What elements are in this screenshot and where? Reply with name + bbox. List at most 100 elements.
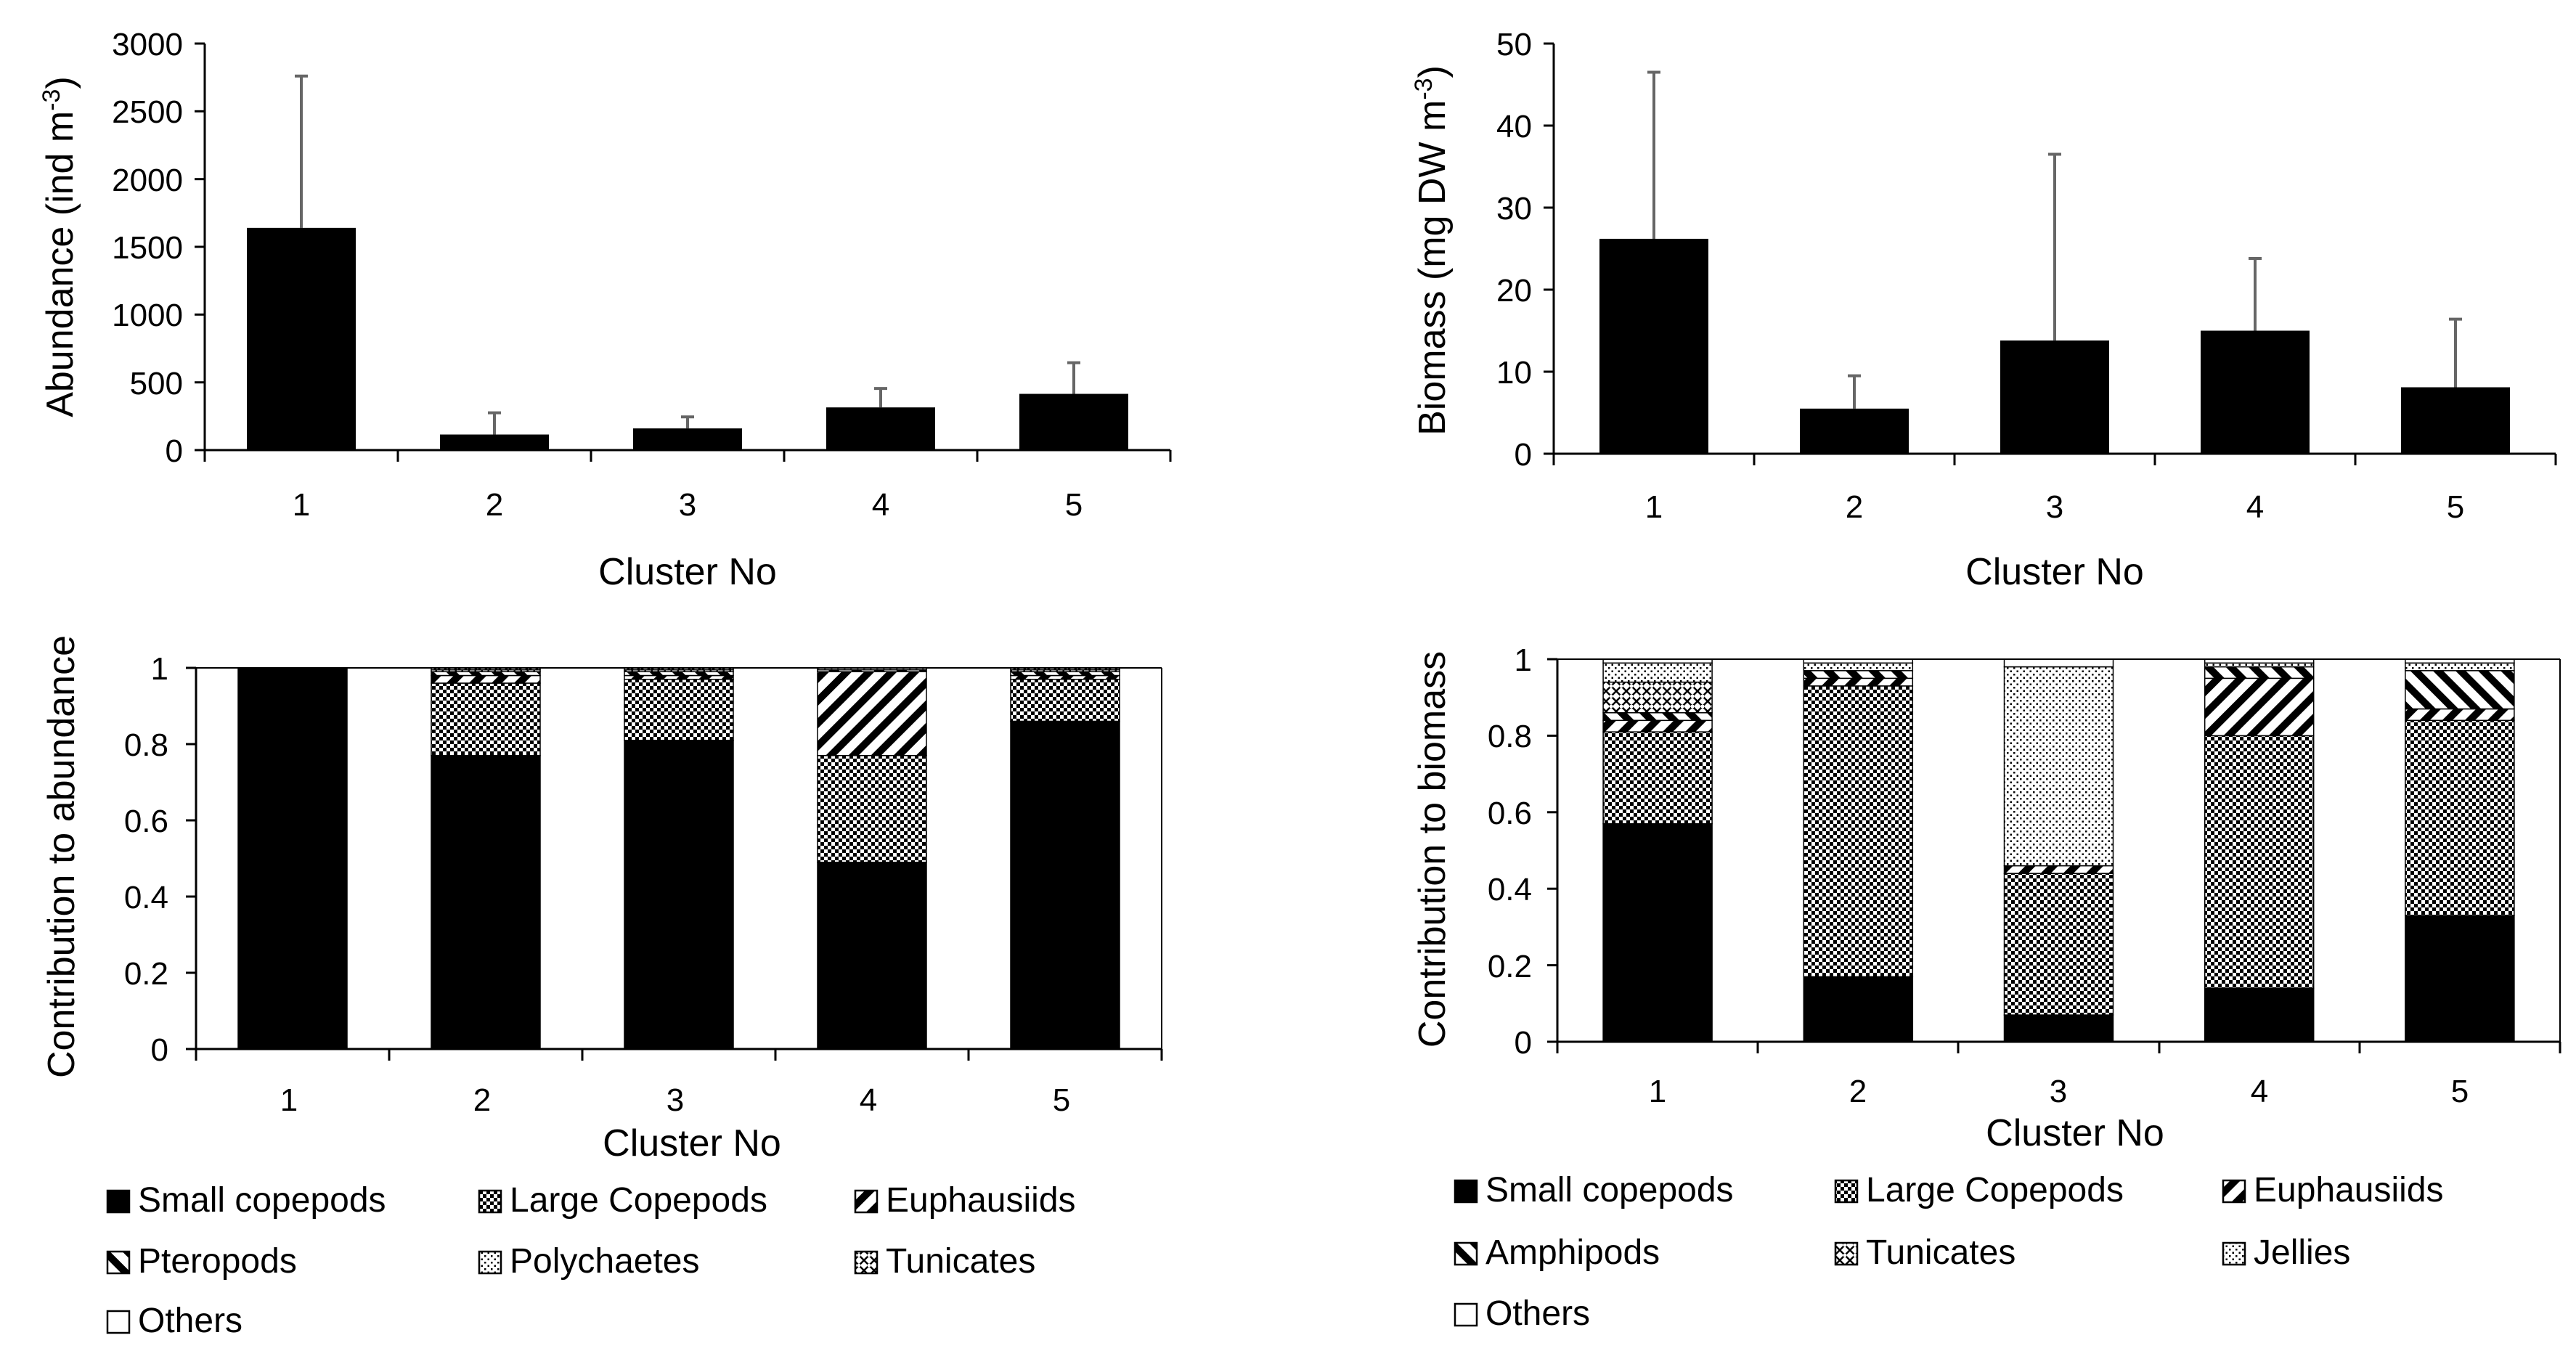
legend-swatch bbox=[106, 1310, 131, 1334]
legend-swatch bbox=[478, 1189, 502, 1214]
stacked-bar-segment bbox=[817, 862, 927, 1050]
legend-label: Polychaetes bbox=[510, 1242, 700, 1281]
stacked-bar-segment bbox=[624, 679, 734, 741]
legend-label: Euphausiids bbox=[886, 1181, 1076, 1220]
xtick-label: 4 bbox=[2251, 1074, 2268, 1109]
legend-item: Others bbox=[1454, 1294, 1590, 1333]
chart-abundance: 0 500 1000 1500 2000 2500 3000 1 2 3 4 5… bbox=[38, 27, 1172, 593]
stacked-bar-segment bbox=[2405, 670, 2515, 710]
ytick-label: 0.8 bbox=[1488, 719, 1532, 754]
xtick-label: 4 bbox=[2246, 489, 2264, 525]
legend-item: Large Copepods bbox=[1834, 1171, 2124, 1209]
stacked-bar-segment bbox=[2405, 662, 2515, 672]
bars-abundance bbox=[247, 74, 1128, 450]
legend-label: Amphipods bbox=[1485, 1233, 1660, 1272]
ytick-label: 2500 bbox=[112, 94, 183, 130]
stacked-bar-segment bbox=[1803, 976, 1914, 1042]
stacked-bar-segment bbox=[624, 671, 734, 677]
stacked-bar-segment bbox=[1803, 670, 1914, 680]
stacked-bar-segment bbox=[1602, 731, 1713, 825]
xtick-label: 5 bbox=[1065, 487, 1083, 523]
ytick-label: 1 bbox=[151, 651, 168, 687]
legend-item: Small copepods bbox=[106, 1181, 386, 1220]
legend-label: Pteropods bbox=[138, 1242, 297, 1281]
xtick-label: 3 bbox=[2050, 1074, 2067, 1109]
y-axis-title-end: ) bbox=[1411, 65, 1454, 78]
legend-swatch bbox=[1834, 1241, 1859, 1266]
legend-swatch bbox=[478, 1250, 502, 1275]
axes-biomass-contribution bbox=[1547, 658, 2561, 1053]
stacked-bar-segment bbox=[1803, 685, 1914, 978]
legend-item: Pteropods bbox=[106, 1242, 297, 1281]
legend-item: Jellies bbox=[2222, 1233, 2350, 1272]
legend-swatch bbox=[1834, 1179, 1859, 1204]
ytick-label: 0 bbox=[151, 1032, 168, 1068]
legend-biomass-contribution: Small copepods Large Copepods Euphausiid… bbox=[1454, 1171, 2444, 1333]
chart-abundance-contribution: 0 0.2 0.4 0.6 0.8 1 1 2 3 4 5 Cluster No… bbox=[41, 635, 1163, 1164]
stacked-bar-segment bbox=[2405, 719, 2515, 916]
stacked-bar-segment bbox=[2405, 708, 2515, 722]
xtick-label: 3 bbox=[2046, 489, 2063, 525]
legend-label: Small copepods bbox=[1485, 1171, 1734, 1209]
bar bbox=[440, 434, 549, 450]
xtick-label: 1 bbox=[1649, 1074, 1666, 1109]
stacked-bar-segment bbox=[2204, 735, 2315, 989]
ytick-label: 1 bbox=[1515, 642, 1532, 678]
stacked-bar-segment bbox=[1602, 719, 1713, 732]
stacked-bar-segment bbox=[2204, 677, 2315, 737]
ytick-label: 0 bbox=[1515, 437, 1532, 473]
legend-swatch bbox=[1454, 1179, 1478, 1204]
bar bbox=[1800, 408, 1909, 454]
bars-biomass-contribution bbox=[1602, 658, 2515, 1042]
stacked-bar-segment bbox=[624, 740, 734, 1050]
stacked-bar-segment bbox=[2003, 666, 2114, 867]
stacked-bar-segment bbox=[431, 682, 541, 756]
legend-label: Euphausiids bbox=[2254, 1171, 2444, 1209]
xtick-label: 5 bbox=[2447, 489, 2464, 525]
legend-item: Tunicates bbox=[854, 1242, 1035, 1281]
ytick-label: 0.6 bbox=[1488, 796, 1532, 831]
axes-abundance-contribution bbox=[186, 666, 1163, 1061]
stacked-bar-segment bbox=[431, 671, 541, 677]
legend-item: Amphipods bbox=[1454, 1233, 1660, 1272]
y-axis-title: Contribution to abundance bbox=[41, 635, 83, 1078]
y-axis-title: Biomass (mg DW m-3) bbox=[1410, 65, 1454, 436]
stacked-bar-segment bbox=[2204, 987, 2315, 1042]
legend-item: Tunicates bbox=[1834, 1233, 2015, 1272]
stacked-bar-segment bbox=[1010, 674, 1120, 680]
legend-label: Others bbox=[1485, 1294, 1590, 1333]
legend-item: Euphausiids bbox=[2222, 1171, 2444, 1209]
stacked-bar-segment bbox=[2003, 658, 2114, 668]
legend-label: Tunicates bbox=[1866, 1233, 2015, 1272]
bars-biomass bbox=[1599, 70, 2510, 454]
stacked-bar-segment bbox=[817, 755, 927, 863]
legend-item: Euphausiids bbox=[854, 1181, 1076, 1220]
stacked-bar-segment bbox=[237, 667, 348, 1050]
bar bbox=[2401, 387, 2510, 454]
y-axis-title: Contribution to biomass bbox=[1411, 651, 1454, 1048]
legend-swatch bbox=[854, 1250, 879, 1275]
ytick-label: 3000 bbox=[112, 27, 183, 62]
xtick-label: 1 bbox=[280, 1082, 298, 1118]
y-axis-title: Abundance (ind m-3) bbox=[38, 76, 81, 417]
stacked-bar-segment bbox=[2204, 662, 2315, 668]
xtick-label: 2 bbox=[473, 1082, 491, 1118]
ytick-label: 0.4 bbox=[1488, 872, 1532, 907]
xtick-label: 1 bbox=[1645, 489, 1663, 525]
legend-label: Small copepods bbox=[138, 1181, 386, 1220]
y-axis-title-main: Biomass (mg DW m bbox=[1411, 100, 1454, 436]
xtick-label: 4 bbox=[872, 487, 889, 523]
stacked-bar-segment bbox=[2003, 1014, 2114, 1042]
xtick-label: 3 bbox=[667, 1082, 684, 1118]
stacked-bar-segment bbox=[624, 674, 734, 680]
bar bbox=[826, 407, 935, 450]
stacked-bar-segment bbox=[1602, 662, 1713, 683]
stacked-bar-segment bbox=[1602, 823, 1713, 1042]
xtick-label: 5 bbox=[1053, 1082, 1070, 1118]
stacked-bar-segment bbox=[1010, 671, 1120, 677]
ytick-label: 0.4 bbox=[124, 880, 168, 915]
stacked-bar-segment bbox=[1010, 720, 1120, 1050]
xtick-label: 1 bbox=[293, 487, 310, 523]
legend-swatch bbox=[2222, 1241, 2246, 1266]
